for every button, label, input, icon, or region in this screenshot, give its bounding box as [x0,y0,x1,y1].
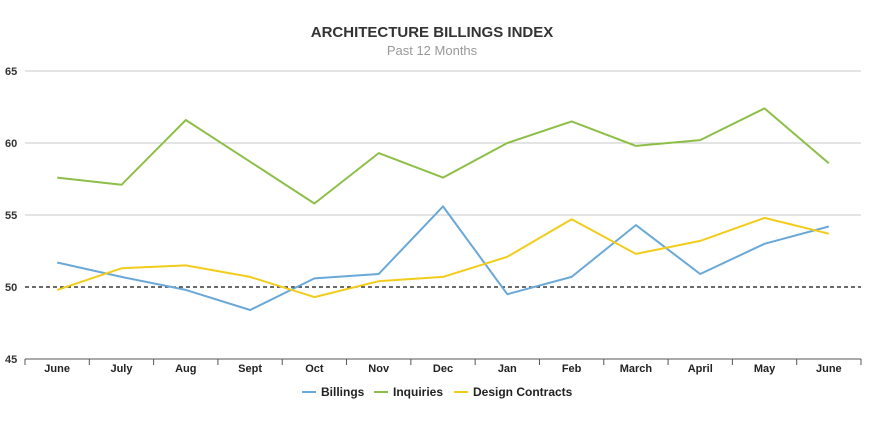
x-tick-label: March [620,363,653,375]
data-point-design-contracts [505,254,510,259]
data-point-design-contracts [183,263,188,268]
data-point-design-contracts [376,279,381,284]
legend: Billings Inquiries Design Contracts [302,385,573,399]
data-point-billings [119,274,124,279]
data-point-inquiries [569,119,574,124]
data-point-design-contracts [698,238,703,243]
data-point-inquiries [505,141,510,146]
x-tick-label: April [688,363,713,375]
series-line-billings [56,205,830,311]
legend-label: Inquiries [393,385,443,399]
data-point-inquiries [55,175,60,180]
data-point-billings [183,287,188,292]
legend-label: Design Contracts [473,385,573,399]
data-point-billings [55,260,60,265]
data-point-billings [698,272,703,277]
data-point-inquiries [826,161,831,166]
x-tick-label: June [816,363,842,375]
y-tick-label: 60 [5,138,17,150]
x-tick-label: Dec [433,363,453,375]
y-tick-label: 45 [5,354,17,366]
x-tick-label: May [754,363,776,375]
series-line-inquiries [57,107,830,205]
data-point-design-contracts [762,215,767,220]
data-point-design-contracts [312,295,317,300]
x-tick-label: July [110,363,133,375]
x-tick-label: Aug [175,363,196,375]
chart-subtitle: Past 12 Months [387,43,478,58]
data-point-billings [762,241,767,246]
x-tick-label: Jan [498,363,517,375]
data-point-inquiries [441,175,446,180]
y-tick-label: 50 [5,282,17,294]
data-point-design-contracts [55,287,60,292]
data-point-inquiries [633,143,638,148]
x-tick-label: Sept [238,363,262,375]
data-point-inquiries [183,117,188,122]
data-point-inquiries [119,182,124,187]
data-point-design-contracts [441,274,446,279]
data-point-billings [633,223,638,228]
data-point-billings [312,276,317,281]
x-tick-label: Oct [305,363,324,375]
data-point-inquiries [762,106,767,111]
x-tick-label: Feb [562,363,582,375]
data-point-inquiries [248,159,253,164]
data-point-design-contracts [633,251,638,256]
x-axis: June July Aug Sept Oct Nov Dec Jan Feb March April… [24,358,862,375]
legend-label: Billings [321,385,365,399]
data-point-inquiries [312,201,317,206]
x-tick-label: June [44,363,70,375]
data-point-design-contracts [569,217,574,222]
y-axis-ticks: 45 50 55 60 65 [5,66,17,366]
y-tick-label: 65 [5,66,17,78]
data-point-design-contracts [248,274,253,279]
data-point-billings [826,224,831,229]
data-point-inquiries [698,138,703,143]
data-point-inquiries [376,151,381,156]
y-tick-label: 55 [5,210,17,222]
data-point-billings [505,292,510,297]
series-lines [55,106,831,313]
data-point-billings [376,272,381,277]
series-line-design-contracts [56,216,830,299]
data-point-billings [441,204,446,209]
data-point-design-contracts [826,231,831,236]
x-tick-label: Nov [368,363,390,375]
data-point-billings [569,274,574,279]
data-point-billings [248,308,253,313]
chart-title: ARCHITECTURE BILLINGS INDEX [311,24,554,41]
data-point-design-contracts [119,266,124,271]
